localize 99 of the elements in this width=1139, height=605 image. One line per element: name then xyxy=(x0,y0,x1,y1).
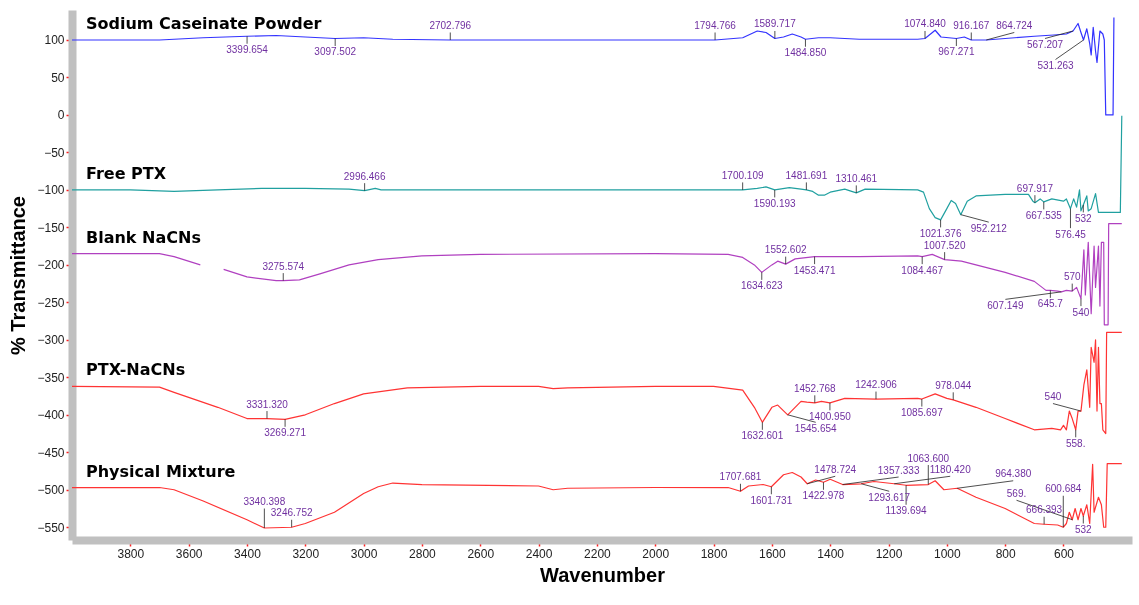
y-tick-label: −200 xyxy=(37,258,65,273)
x-axis-title: Wavenumber xyxy=(540,563,666,586)
annotation: 667.535 xyxy=(1025,209,1063,221)
annotation: 1700.109 xyxy=(721,169,764,181)
annotation: 1478.724 xyxy=(814,463,857,475)
x-tick-label: 3800 xyxy=(117,546,145,561)
annotation: 1590.193 xyxy=(753,197,797,209)
annotation: 1293.617 xyxy=(868,491,911,503)
annotation: 1007.520 xyxy=(923,239,966,251)
annotation: 569. xyxy=(1006,487,1027,499)
annotation: 567.207 xyxy=(1026,38,1064,50)
series-label: Blank NaCNs xyxy=(86,227,201,247)
annotation: 1589.717 xyxy=(754,18,797,30)
annotation: 532 xyxy=(1074,524,1093,536)
annotation: 3275.574 xyxy=(262,260,305,272)
annotation: 1021.376 xyxy=(919,227,962,239)
x-tick-label: 600 xyxy=(1053,546,1075,561)
y-tick-label: −50 xyxy=(44,145,65,160)
y-tick-label: −350 xyxy=(37,370,65,385)
annotation: 2996.466 xyxy=(343,170,386,182)
y-axis-title: % Transmittance xyxy=(7,196,30,355)
annotation: 964.380 xyxy=(995,468,1032,480)
annotation: 600.684 xyxy=(1045,483,1082,495)
y-tick-label: 100 xyxy=(44,33,65,48)
annotation: 1180.420 xyxy=(929,463,972,475)
x-tick-label: 3600 xyxy=(175,546,203,561)
x-tick-label: 1400 xyxy=(817,546,845,561)
x-tick-label: 2600 xyxy=(467,546,495,561)
annotation: 1084.467 xyxy=(901,264,944,276)
annotation: 1063.600 xyxy=(907,452,950,464)
y-tick-label: −150 xyxy=(37,220,65,235)
x-tick-label: 3000 xyxy=(350,546,378,561)
x-tick-label: 1200 xyxy=(875,546,903,561)
line-series xyxy=(72,16,1115,116)
x-tick-label: 2000 xyxy=(642,546,670,561)
annotation: 1634.623 xyxy=(740,280,784,292)
series-label: Sodium Caseinate Powder xyxy=(86,13,322,33)
annotation: 952.212 xyxy=(970,222,1008,234)
y-tick-label: −400 xyxy=(37,408,65,423)
x-tick-label: 1600 xyxy=(759,546,787,561)
y-tick-label: −500 xyxy=(37,483,65,498)
series-label: Free PTX xyxy=(86,163,167,183)
x-tick-label: 1000 xyxy=(933,546,961,561)
y-tick-label: −250 xyxy=(37,295,65,310)
y-tick-label: −100 xyxy=(37,183,65,198)
annotation: 1545.654 xyxy=(794,422,837,434)
series-label: Physical Mixture xyxy=(86,461,236,481)
annotation: 1481.691 xyxy=(785,169,828,181)
annotation: 540 xyxy=(1072,306,1090,318)
annotation: 3340.398 xyxy=(243,496,286,508)
annotation: 607.149 xyxy=(987,299,1024,311)
y-tick-label: −550 xyxy=(37,520,65,535)
annotation: 570 xyxy=(1063,271,1081,283)
annotation: 3399.654 xyxy=(226,44,269,56)
x-tick-label: 2800 xyxy=(409,546,437,561)
annotation: 1357.333 xyxy=(877,464,920,476)
line-series xyxy=(72,115,1123,221)
annotation: 576.45 xyxy=(1055,228,1087,240)
annotation: 3269.271 xyxy=(264,427,307,439)
annotation: 1484.850 xyxy=(784,47,827,59)
annotation: 967.271 xyxy=(938,46,975,58)
annotation: 1707.681 xyxy=(719,471,762,483)
annotation: 864.724 xyxy=(996,19,1033,31)
annotation: 1422.978 xyxy=(802,490,845,502)
annotation: 558. xyxy=(1065,437,1086,449)
annotation: 1400.950 xyxy=(809,410,852,422)
annotation: 1139.694 xyxy=(885,505,928,517)
annotation: 978.044 xyxy=(935,379,972,391)
annotation: 1552.602 xyxy=(764,244,807,256)
annotation: 540 xyxy=(1044,391,1062,403)
annotation: 1085.697 xyxy=(900,407,944,419)
x-tick-label: 2200 xyxy=(584,546,612,561)
annotation: 1453.471 xyxy=(793,264,836,276)
annotation: 1242.906 xyxy=(855,379,898,391)
annotation: 1601.731 xyxy=(750,494,793,506)
annotation: 1452.768 xyxy=(793,382,837,394)
annotation: 1794.766 xyxy=(694,19,737,31)
y-tick-label: −450 xyxy=(37,445,65,460)
x-tick-label: 3200 xyxy=(292,546,320,561)
annotation: 3097.502 xyxy=(314,46,357,58)
x-tick-label: 2400 xyxy=(525,546,553,561)
annotation: 3246.752 xyxy=(270,507,313,519)
annotation: 645.7 xyxy=(1037,298,1064,310)
annotation: 697.917 xyxy=(1016,182,1054,194)
annotation: 1310.461 xyxy=(835,172,878,184)
x-tick-label: 3400 xyxy=(234,546,262,561)
annotation: 531.263 xyxy=(1037,59,1075,71)
annotation: 1632.601 xyxy=(741,430,784,442)
x-tick-label: 1800 xyxy=(700,546,728,561)
series-label: PTX-NaCNs xyxy=(86,360,186,380)
y-tick-label: 0 xyxy=(57,108,65,123)
annotation: 916.167 xyxy=(953,19,990,31)
y-tick-label: −300 xyxy=(37,333,65,348)
annotation: 532 xyxy=(1074,212,1093,224)
y-tick-label: 50 xyxy=(51,70,65,85)
annotation: 2702.796 xyxy=(429,19,472,31)
annotation: 1074.840 xyxy=(904,18,947,30)
x-tick-label: 800 xyxy=(995,546,1016,561)
annotation: 3331.320 xyxy=(246,398,289,410)
